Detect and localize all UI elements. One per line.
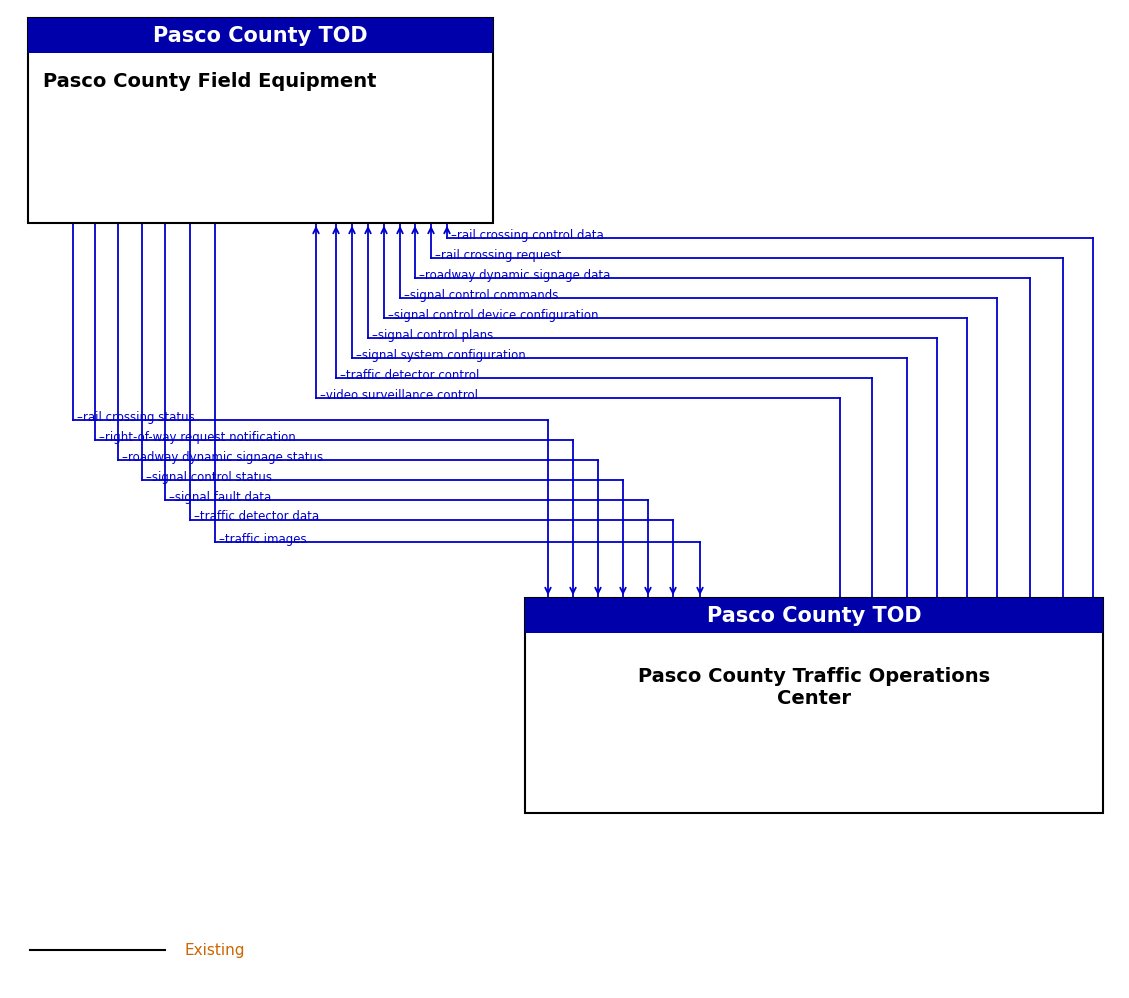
Bar [28, 18, 493, 223]
Text: Pasco County TOD: Pasco County TOD [707, 606, 921, 626]
Text: –rail crossing request: –rail crossing request [435, 249, 561, 261]
Bar [525, 598, 1103, 633]
Text: –signal control device configuration: –signal control device configuration [388, 308, 598, 321]
Text: Pasco County Traffic Operations
Center: Pasco County Traffic Operations Center [638, 668, 990, 709]
Text: –roadway dynamic signage status: –roadway dynamic signage status [122, 450, 323, 463]
Text: Existing: Existing [185, 942, 245, 957]
Text: –rail crossing status: –rail crossing status [77, 410, 194, 423]
Text: Pasco County Field Equipment: Pasco County Field Equipment [43, 72, 376, 91]
Text: –rail crossing control data: –rail crossing control data [450, 229, 604, 242]
Text: –signal system configuration: –signal system configuration [356, 348, 526, 361]
Text: Pasco County TOD: Pasco County TOD [154, 26, 368, 46]
Text: –traffic images: –traffic images [219, 533, 307, 546]
Bar [525, 598, 1103, 813]
Text: –traffic detector data: –traffic detector data [194, 511, 320, 524]
Text: –signal control commands: –signal control commands [404, 288, 559, 301]
Text: –signal control status: –signal control status [146, 470, 272, 483]
Text: –traffic detector control: –traffic detector control [340, 368, 480, 381]
Text: –roadway dynamic signage data: –roadway dynamic signage data [419, 268, 611, 281]
Text: –right-of-way request notification: –right-of-way request notification [99, 430, 296, 443]
Bar [28, 18, 493, 53]
Text: –video surveillance control: –video surveillance control [320, 388, 478, 401]
Text: –signal fault data: –signal fault data [169, 490, 271, 504]
Text: –signal control plans: –signal control plans [371, 328, 493, 341]
